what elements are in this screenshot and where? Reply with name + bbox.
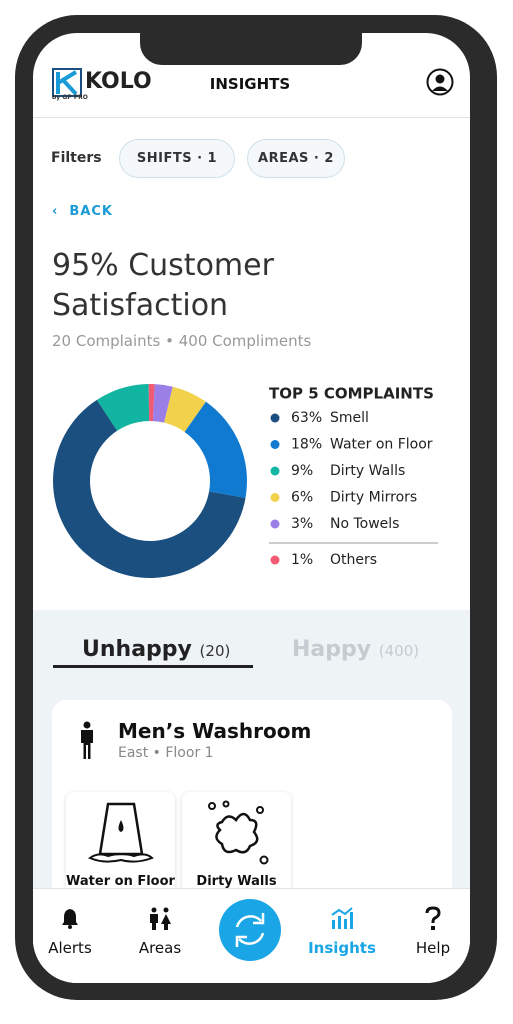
legend-label: No Towels	[330, 516, 399, 532]
donut-chart: TOP 5 COMPLAINTS 63% Smell 18% Water on Flo…	[53, 384, 438, 578]
refresh-button[interactable]	[219, 899, 281, 961]
legend-value: 63%	[291, 410, 322, 426]
filter-chip[interactable]: AREAS · 2	[247, 139, 345, 178]
legend-label: Dirty Mirrors	[330, 490, 417, 506]
legend-value: 1%	[291, 552, 313, 568]
brand-sub: by GP PRO	[52, 94, 88, 101]
filters-label: Filters	[51, 150, 102, 166]
legend-swatch	[270, 413, 280, 423]
screen: KOLO by GP PRO INSIGHTS Filters SHIFTS ·…	[33, 33, 470, 983]
legend-value: 9%	[291, 463, 313, 479]
card-title: Men’s Washroom	[118, 719, 312, 743]
profile-button[interactable]	[426, 68, 454, 96]
legend-label: Dirty Walls	[330, 463, 405, 479]
donut-segment	[53, 399, 246, 578]
legend-label: Others	[330, 552, 377, 568]
tab-count: (20)	[199, 642, 231, 660]
tab-label: Unhappy	[82, 637, 192, 662]
donut-segment	[184, 401, 247, 498]
logo-mark	[52, 68, 82, 97]
wet-floor-icon	[88, 802, 154, 863]
legend-swatch	[270, 493, 280, 502]
legend-label: Smell	[330, 410, 369, 426]
donut-segment	[96, 384, 150, 431]
divider	[33, 117, 470, 118]
back-link[interactable]: ‹ BACK	[52, 204, 113, 219]
areas-icon[interactable]	[148, 907, 172, 931]
nav-label[interactable]: Help	[415, 939, 451, 957]
tab-underline	[53, 665, 253, 668]
filter-chip[interactable]: SHIFTS · 1	[119, 139, 235, 178]
legend-swatch	[270, 555, 280, 565]
back-arrow: ‹	[52, 204, 70, 219]
summary-subtitle: 20 Complaints • 400 Compliments	[52, 332, 312, 350]
help-icon[interactable]	[424, 906, 442, 932]
legend-label: Water on Floor	[330, 437, 433, 453]
tab-label: Happy	[292, 637, 372, 662]
tab-happy[interactable]: Happy (400)	[292, 637, 419, 662]
legend-title: TOP 5 COMPLAINTS	[269, 385, 434, 403]
donut-segment	[164, 386, 206, 432]
summary-title: 95% Customer Satisfaction	[52, 248, 274, 323]
insights-icon[interactable]	[330, 906, 354, 930]
donut-segment	[148, 384, 155, 422]
legend-value: 18%	[291, 437, 322, 453]
alerts-icon[interactable]	[60, 907, 80, 929]
issue-label: Water on Floor	[66, 874, 175, 889]
card-subtitle: East • Floor 1	[118, 745, 214, 761]
splash-icon	[208, 800, 269, 865]
back-text: BACK	[69, 204, 114, 219]
tab-count: (400)	[378, 642, 420, 660]
legend-swatch	[270, 440, 280, 449]
tab-unhappy[interactable]: Unhappy (20)	[82, 637, 230, 662]
donut-segment	[152, 384, 173, 423]
person-icon	[81, 721, 93, 759]
legend-swatch	[270, 466, 280, 476]
legend-value: 6%	[291, 490, 313, 506]
screen-title: INSIGHTS	[209, 75, 291, 93]
nav-label[interactable]: Insights	[308, 939, 376, 957]
legend-value: 3%	[291, 516, 313, 532]
brand: KOLO	[85, 69, 152, 94]
notch	[140, 33, 362, 65]
nav-label[interactable]: Alerts	[48, 939, 92, 957]
nav-label[interactable]: Areas	[138, 939, 182, 957]
issue-label: Dirty Walls	[196, 874, 277, 889]
legend-swatch	[270, 519, 280, 529]
